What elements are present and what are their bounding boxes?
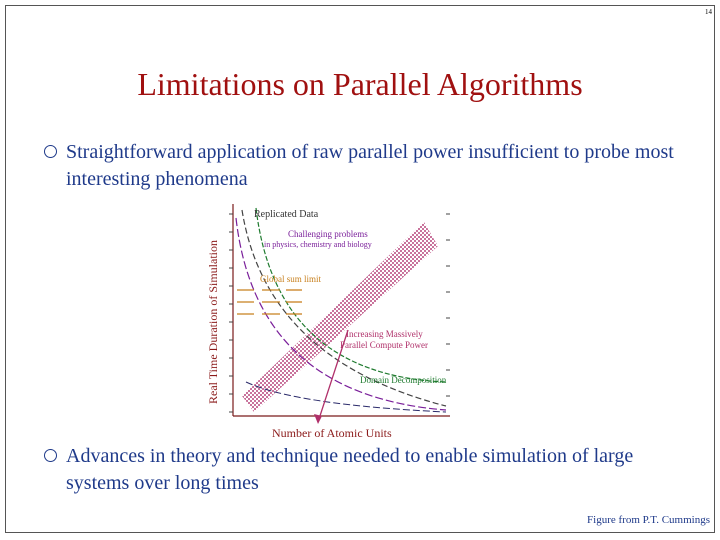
bullet-text: Straightforward application of raw paral… bbox=[66, 141, 674, 190]
chart: Replicated Data Challenging problems in … bbox=[229, 204, 450, 424]
page-number: 14 bbox=[705, 8, 712, 16]
compute-power-arrow bbox=[317, 329, 349, 423]
right-axis-ticks bbox=[446, 213, 450, 397]
y-axis-ticks bbox=[229, 213, 233, 413]
lower-curve bbox=[245, 381, 447, 413]
slide-title: Limitations on Parallel Algorithms bbox=[137, 66, 583, 102]
annotation-increasing-power: Increasing Massively bbox=[346, 329, 423, 339]
replicated-data-curve bbox=[241, 209, 447, 407]
challenging-problems-curve bbox=[235, 217, 447, 411]
figure-credit: Figure from P.T. Cummings bbox=[587, 514, 710, 526]
annotation-domain-decomposition: Domain Decomposition bbox=[360, 375, 447, 385]
chart-x-label: Number of Atomic Units bbox=[272, 426, 392, 440]
compute-power-band bbox=[242, 222, 438, 412]
domain-decomposition-curve bbox=[255, 207, 447, 383]
circle-bullet-icon bbox=[44, 145, 57, 158]
bullet-item: Straightforward application of raw paral… bbox=[44, 139, 686, 193]
annotation-increasing-power-2: Parallel Compute Power bbox=[340, 340, 428, 350]
circle-bullet-icon bbox=[44, 449, 57, 462]
chart-y-label: Real Time Duration of Simulation bbox=[206, 240, 220, 404]
annotation-challenging-problems: Challenging problems bbox=[288, 229, 368, 239]
bullet-text: Advances in theory and technique needed … bbox=[66, 445, 634, 494]
global-sum-limit-lines bbox=[237, 289, 302, 315]
arrow-head-icon bbox=[314, 414, 322, 424]
annotation-replicated-data: Replicated Data bbox=[254, 209, 319, 220]
slide-frame bbox=[5, 5, 715, 533]
annotation-challenging-problems-2: in physics, chemistry and biology bbox=[264, 240, 372, 249]
bullet-item: Advances in theory and technique needed … bbox=[44, 443, 686, 497]
annotation-global-sum-limit: Global sum limit bbox=[260, 274, 322, 284]
